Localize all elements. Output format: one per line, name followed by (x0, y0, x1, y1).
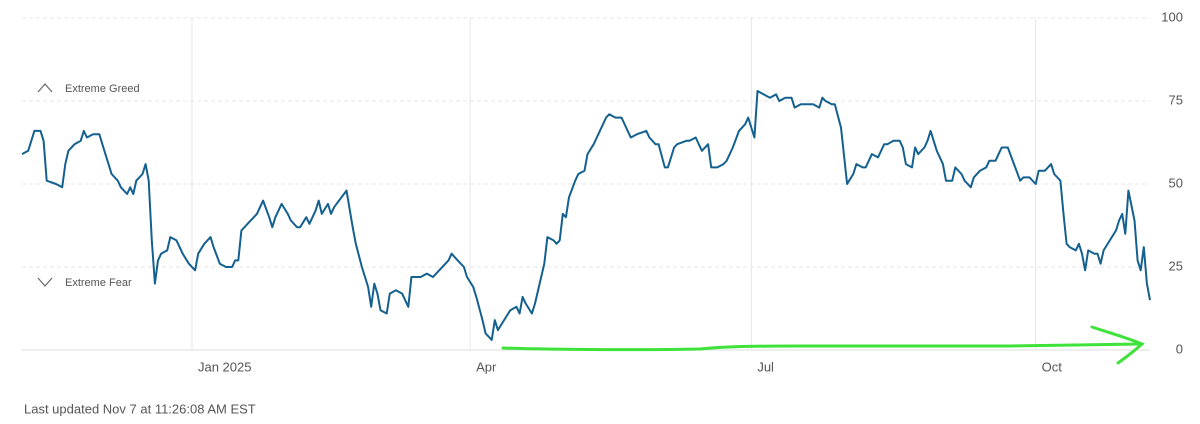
y-tick-label: 75 (1169, 92, 1183, 107)
y-tick-label: 50 (1169, 175, 1183, 190)
plot (21, 90, 1151, 341)
x-tick-label: Oct (1042, 359, 1063, 374)
x-tick-label: Jan 2025 (198, 359, 252, 374)
y-tick-label: 100 (1161, 9, 1183, 24)
index-line (21, 90, 1151, 341)
footer: Last updated Nov 7 at 11:26:08 AM EST (24, 401, 256, 416)
fear-icon (37, 277, 53, 287)
y-tick-label: 25 (1169, 258, 1183, 273)
y-tick-label: 0 (1176, 341, 1183, 356)
grid: 0 25 50 75 100 Jan 2025 Apr Jul Oct (22, 9, 1183, 374)
hand-drawn-arrow (501, 342, 1142, 352)
greed-label: Extreme Greed (65, 83, 140, 95)
arrow-head (1090, 325, 1145, 365)
fear-label: Extreme Fear (65, 277, 132, 289)
greed-icon (37, 83, 53, 93)
x-tick-label: Apr (476, 359, 497, 374)
x-tick-label: Jul (757, 359, 774, 374)
